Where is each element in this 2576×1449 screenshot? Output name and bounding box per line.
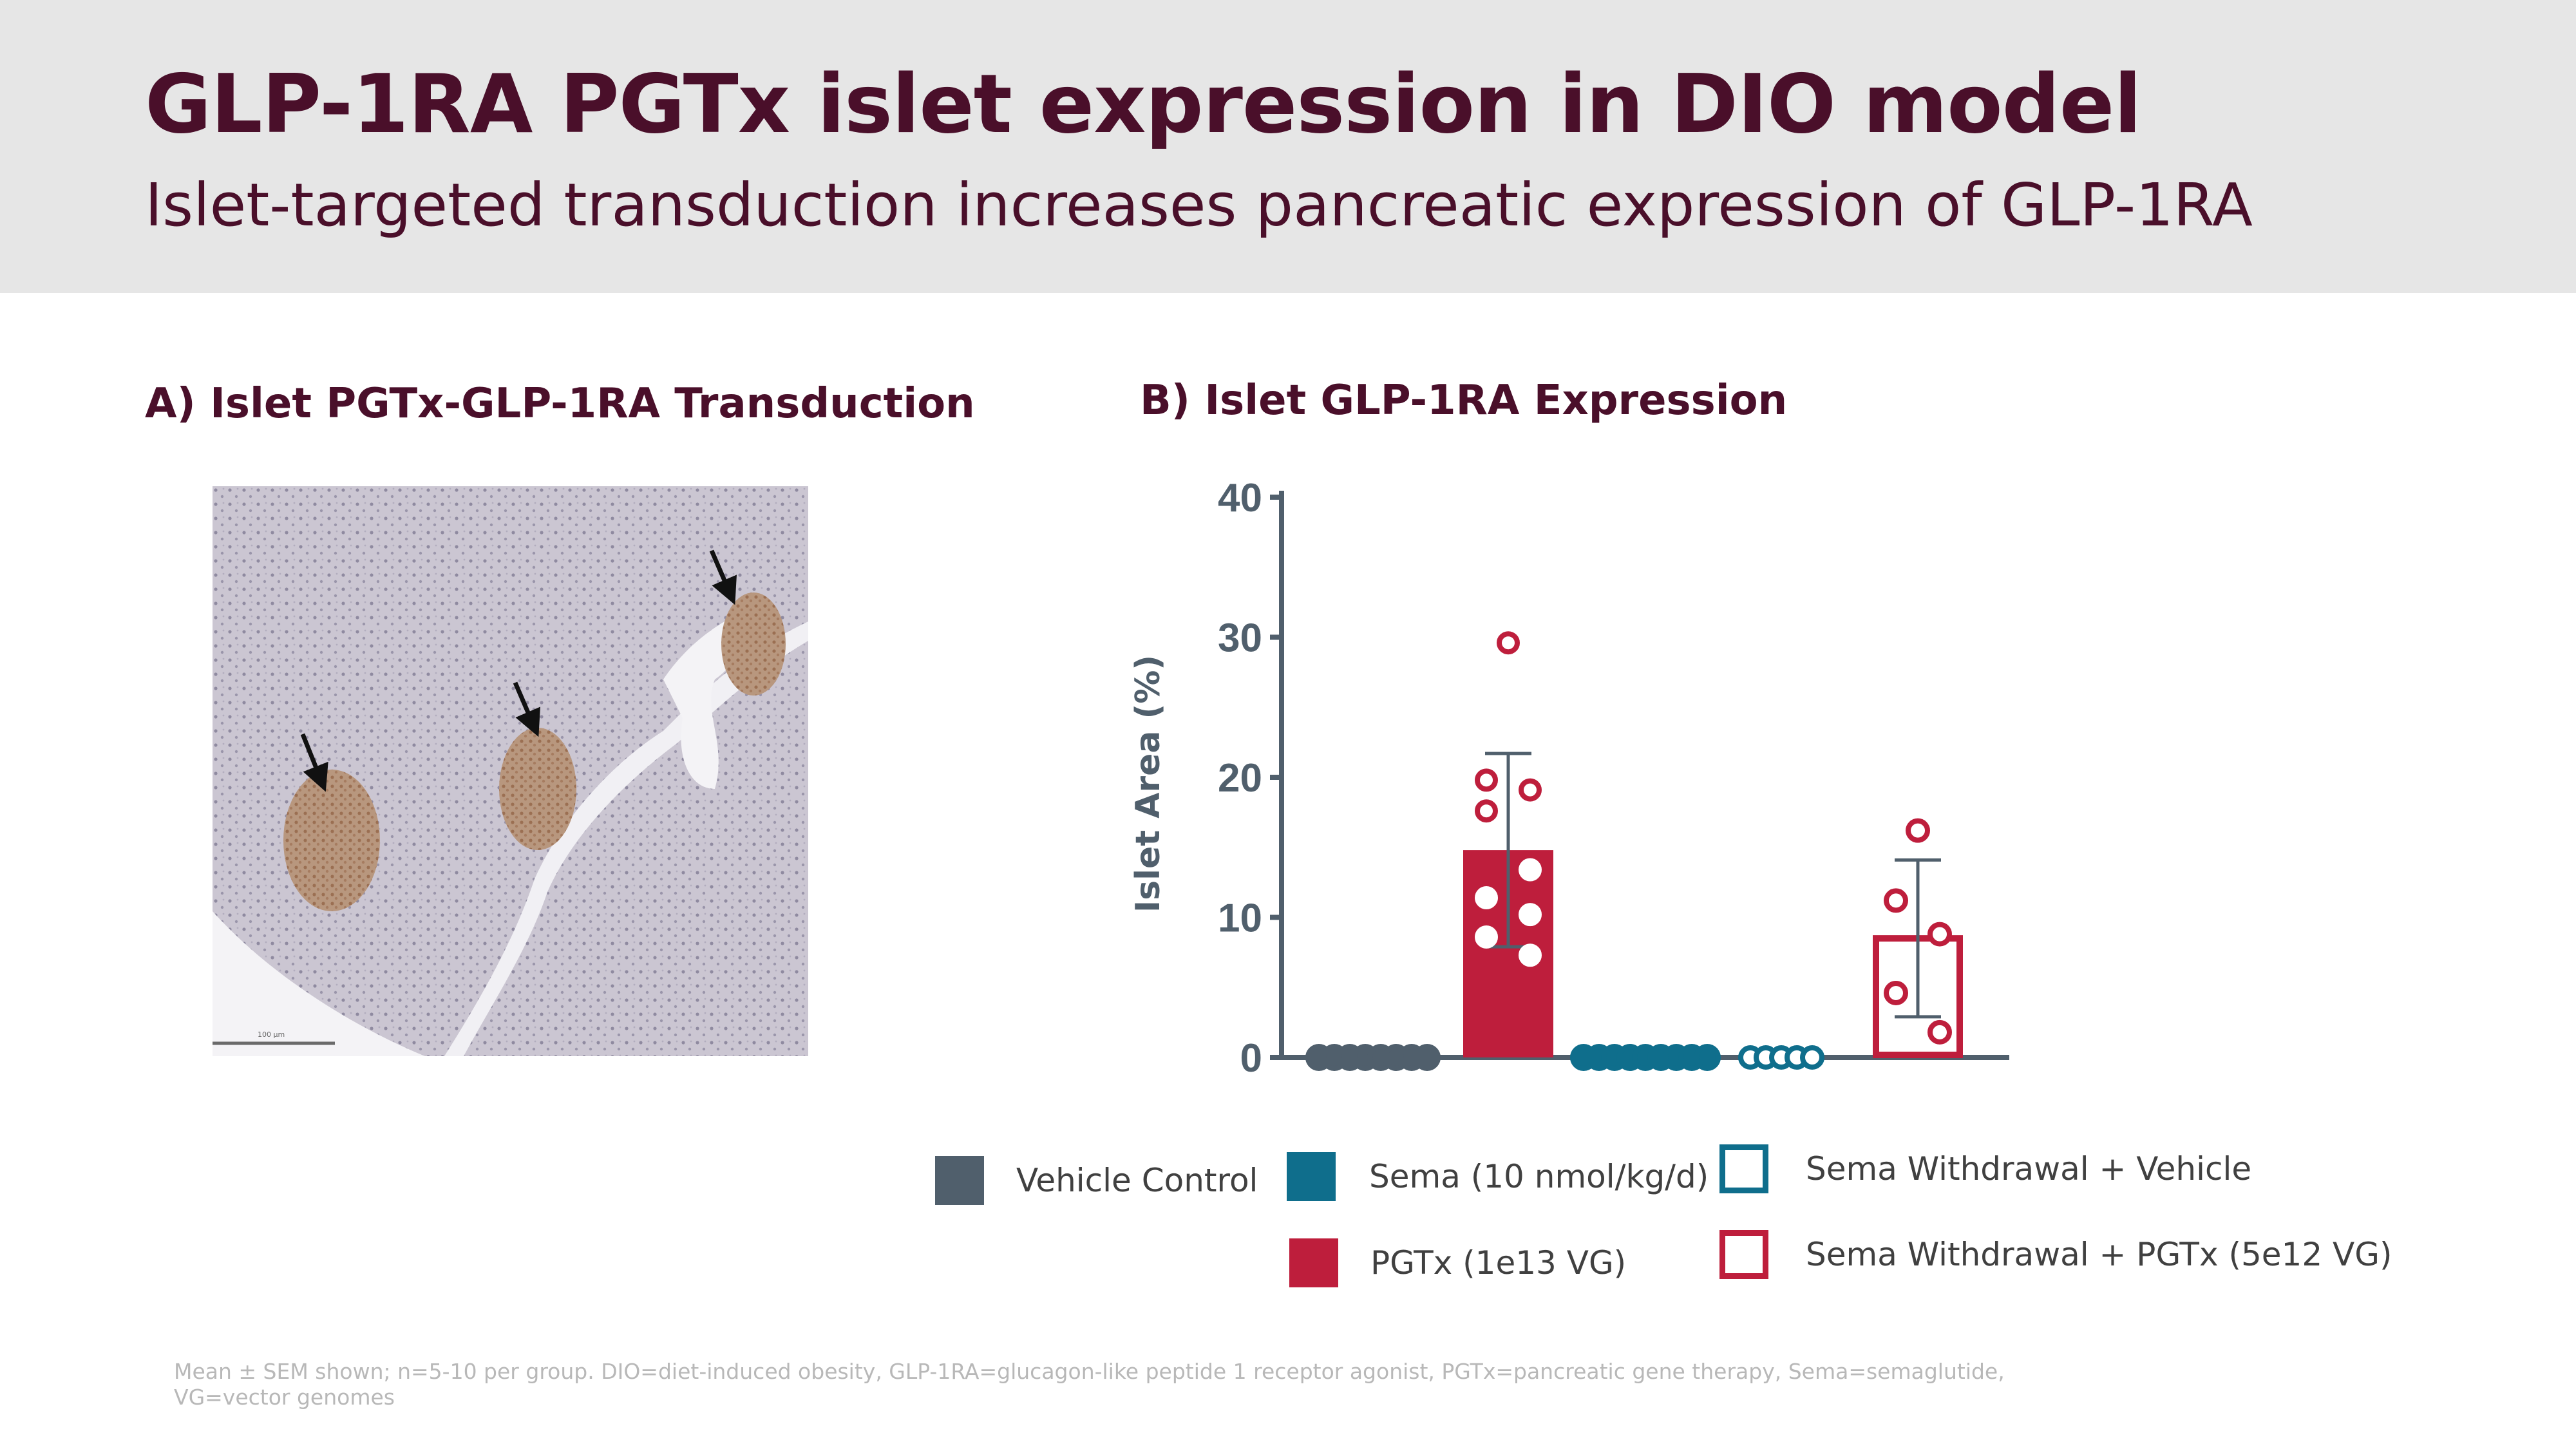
arrow-icon <box>513 681 540 737</box>
islet-expression-chart: 0 10 20 30 40 Islet Area (%) <box>1129 476 2009 1081</box>
data-point-pgtx-1e13-vg <box>1519 778 1542 802</box>
page-title: GLP-1RA PGTx islet expression in DIO mod… <box>145 57 2142 151</box>
footnote: Mean ± SEM shown; n=5-10 per group. DIO=… <box>174 1359 2005 1410</box>
legend-label-sema: Sema (10 nmol/kg/d) <box>1369 1158 1709 1195</box>
panel-b-title: B) Islet GLP-1RA Expression <box>1140 377 1788 424</box>
islet-middle <box>499 728 576 850</box>
legend-item-pgtx: PGTx (1e13 VG) <box>1289 1238 1626 1287</box>
legend-item-vehicle: Vehicle Control <box>935 1156 1258 1205</box>
y-tick-label: 20 <box>1218 756 1262 800</box>
tissue-vessel <box>444 621 808 1056</box>
y-axis-label: Islet Area (%) <box>1129 655 1168 913</box>
data-point-sema-withdrawal-pgtx-5e12-vg <box>1884 980 1908 1005</box>
legend-label-sema-withdrawal-vehicle: Sema Withdrawal + Vehicle <box>1806 1150 2252 1188</box>
legend-swatch-sema-withdrawal-pgtx <box>1719 1230 1768 1279</box>
header-band: GLP-1RA PGTx islet expression in DIO mod… <box>0 0 2576 293</box>
arrow-icon <box>300 733 328 792</box>
legend-swatch-pgtx <box>1289 1238 1338 1287</box>
islet-micrograph: 100 μm <box>213 486 808 1056</box>
legend-label-pgtx: PGTx (1e13 VG) <box>1370 1244 1627 1282</box>
islet-right <box>721 592 786 696</box>
data-point-pgtx-1e13-vg <box>1475 768 1498 792</box>
legend-swatch-sema-withdrawal-vehicle <box>1719 1144 1768 1193</box>
data-point-pgtx-1e13-vg <box>1497 631 1520 655</box>
data-point-pgtx-1e13-vg <box>1475 799 1498 823</box>
data-point-pgtx-1e13-vg <box>1475 925 1498 949</box>
tissue-gap-bottom-left <box>213 911 425 1056</box>
legend-label-vehicle: Vehicle Control <box>1016 1162 1258 1199</box>
data-point-sema-withdrawal-pgtx-5e12-vg <box>1906 818 1930 843</box>
legend-item-sema-withdrawal-pgtx: Sema Withdrawal + PGTx (5e12 VG) <box>1719 1230 2392 1279</box>
legend-swatch-vehicle <box>935 1156 984 1205</box>
data-point-pgtx-1e13-vg <box>1519 858 1542 882</box>
y-tick-label: 40 <box>1218 476 1262 520</box>
legend-swatch-sema <box>1287 1152 1336 1201</box>
panel-a-title: A) Islet PGTx-GLP-1RA Transduction <box>145 380 975 428</box>
y-tick-label: 30 <box>1218 616 1262 661</box>
legend-label-sema-withdrawal-pgtx: Sema Withdrawal + PGTx (5e12 VG) <box>1806 1236 2392 1273</box>
arrow-icon <box>709 549 737 605</box>
data-point-sema-withdrawal-pgtx-5e12-vg <box>1884 888 1908 913</box>
islet-left <box>283 770 380 911</box>
data-point-sema-withdrawal-vehicle <box>1800 1045 1824 1070</box>
data-point-sema-withdrawal-pgtx-5e12-vg <box>1927 922 1952 947</box>
scale-bar-label: 100 μm <box>258 1030 285 1039</box>
legend-item-sema: Sema (10 nmol/kg/d) <box>1287 1152 1709 1201</box>
legend-item-sema-withdrawal-vehicle: Sema Withdrawal + Vehicle <box>1719 1144 2251 1193</box>
y-tick-label: 10 <box>1218 896 1262 941</box>
data-point-sema-10-nmol-kg-d <box>1694 1044 1721 1071</box>
data-point-sema-withdrawal-pgtx-5e12-vg <box>1927 1019 1952 1045</box>
data-point-vehicle-control <box>1414 1044 1441 1071</box>
data-point-pgtx-1e13-vg <box>1519 903 1542 927</box>
data-point-pgtx-1e13-vg <box>1519 943 1542 967</box>
data-point-pgtx-1e13-vg <box>1475 886 1498 910</box>
y-tick-label: 0 <box>1240 1036 1262 1081</box>
page-subtitle: Islet-targeted transduction increases pa… <box>145 171 2253 240</box>
